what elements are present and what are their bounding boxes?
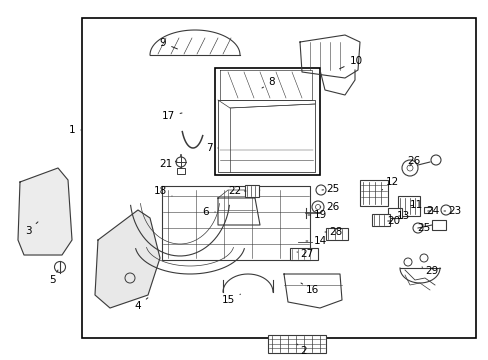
Bar	[215, 68, 319, 175]
Circle shape	[125, 273, 135, 283]
Text: 21: 21	[159, 159, 177, 169]
Text: 25: 25	[417, 223, 430, 233]
Text: 8: 8	[262, 77, 275, 88]
Bar	[267, 335, 325, 353]
Text: 11: 11	[408, 200, 422, 210]
Text: 2: 2	[296, 344, 306, 356]
Bar	[177, 168, 184, 174]
Text: 16: 16	[301, 283, 318, 295]
Text: 27: 27	[296, 249, 313, 259]
Bar	[423, 207, 431, 213]
Text: 23: 23	[443, 206, 461, 216]
Text: 5: 5	[50, 270, 58, 285]
Circle shape	[440, 205, 450, 215]
Text: 22: 22	[228, 186, 245, 196]
Bar	[325, 228, 347, 240]
Text: 4: 4	[134, 298, 147, 311]
Text: 14: 14	[305, 236, 326, 246]
Circle shape	[412, 223, 422, 233]
Text: 20: 20	[386, 216, 400, 226]
Text: 7: 7	[205, 143, 218, 153]
Bar	[244, 185, 259, 197]
Circle shape	[430, 155, 440, 165]
Text: 24: 24	[426, 206, 439, 216]
Bar	[431, 220, 445, 230]
Text: 3: 3	[24, 222, 38, 236]
Circle shape	[176, 157, 185, 167]
Text: 15: 15	[221, 294, 240, 305]
Text: 19: 19	[307, 210, 326, 220]
Circle shape	[311, 201, 324, 213]
Text: 17: 17	[161, 111, 182, 121]
Polygon shape	[18, 168, 72, 255]
Bar	[82, 18, 475, 338]
Text: 10: 10	[339, 56, 362, 69]
Text: 25: 25	[321, 184, 339, 194]
Circle shape	[54, 261, 65, 273]
Bar	[397, 196, 419, 216]
Bar	[387, 208, 401, 218]
Circle shape	[401, 160, 417, 176]
Bar	[359, 180, 387, 206]
Text: 6: 6	[202, 207, 215, 217]
Circle shape	[315, 185, 325, 195]
Polygon shape	[95, 210, 160, 308]
Text: 1: 1	[68, 125, 81, 135]
Text: 18: 18	[153, 186, 172, 196]
Text: 13: 13	[396, 211, 409, 221]
Text: 26: 26	[407, 156, 420, 166]
Text: 26: 26	[319, 202, 339, 212]
Text: 12: 12	[381, 177, 398, 190]
Bar	[289, 248, 317, 260]
Text: 9: 9	[160, 38, 177, 49]
Circle shape	[419, 254, 427, 262]
Bar	[371, 214, 389, 226]
Text: 29: 29	[421, 266, 438, 276]
Circle shape	[406, 165, 412, 171]
Circle shape	[315, 204, 320, 210]
Circle shape	[403, 258, 411, 266]
Text: 28: 28	[325, 227, 342, 237]
